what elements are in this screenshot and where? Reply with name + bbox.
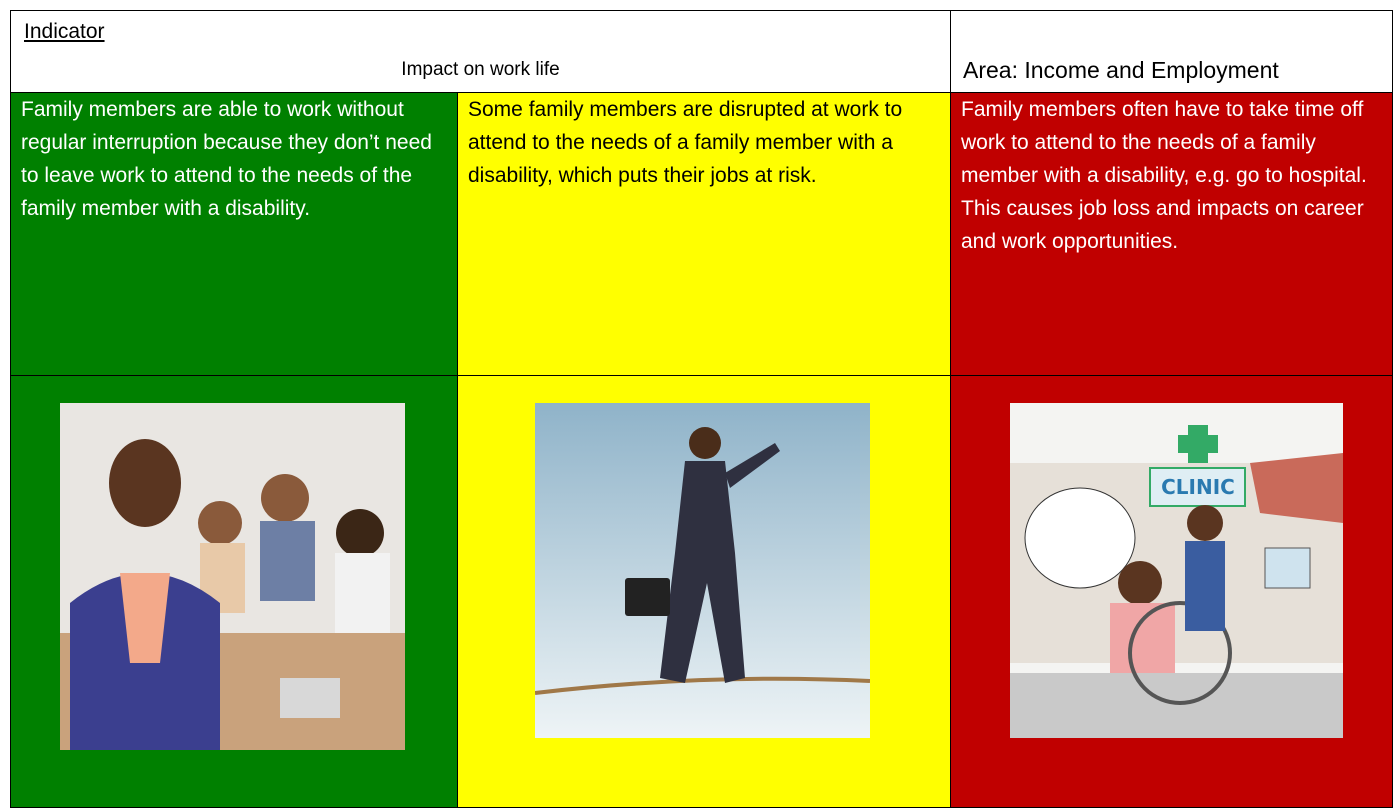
indicator-title: Impact on work life xyxy=(401,59,560,80)
office-illustration xyxy=(60,403,405,750)
green-description: Family members are able to work without … xyxy=(21,98,432,220)
indicator-cell: Indicator Impact on work life xyxy=(10,10,951,93)
green-cell: Family members are able to work without … xyxy=(10,92,458,376)
yellow-cell: Some family members are disrupted at wor… xyxy=(457,92,951,376)
tightrope-illustration xyxy=(535,403,870,738)
red-cell: Family members often have to take time o… xyxy=(950,92,1393,376)
indicator-label: Indicator xyxy=(24,20,105,43)
clinic-illustration: CLINIC xyxy=(1010,403,1343,738)
area-title: Area: Income and Employment xyxy=(963,57,1279,83)
area-cell: Area: Income and Employment xyxy=(950,10,1393,93)
clinic-sign: CLINIC xyxy=(1161,475,1235,499)
yellow-description: Some family members are disrupted at wor… xyxy=(468,98,903,187)
red-description: Family members often have to take time o… xyxy=(961,98,1367,253)
